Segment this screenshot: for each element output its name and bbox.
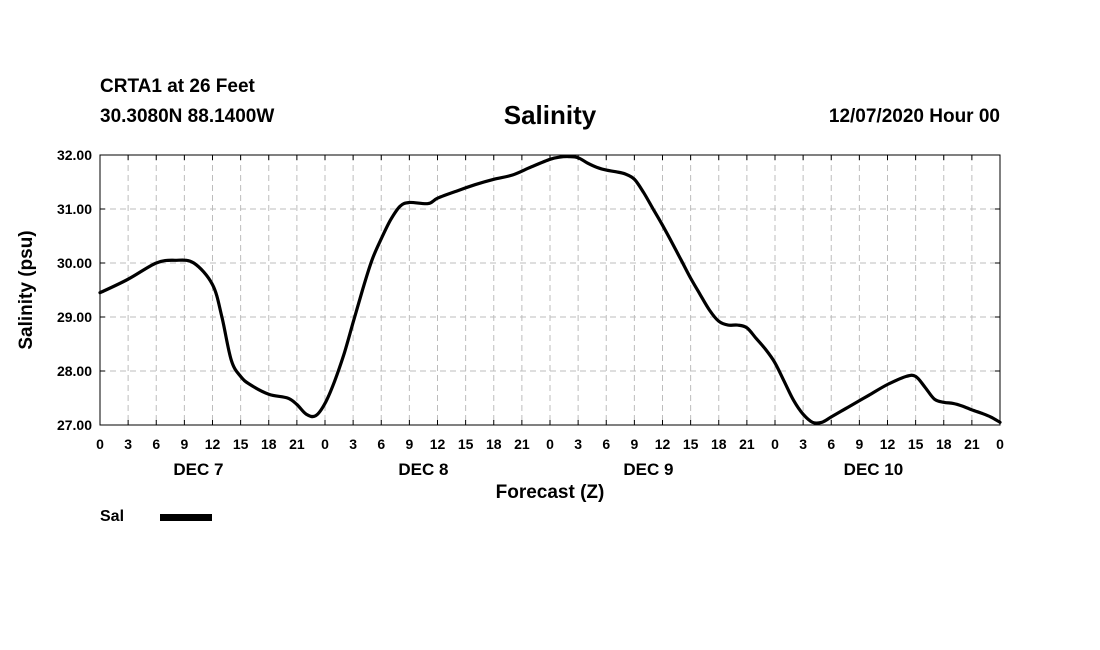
station-label: CRTA1 at 26 Feet bbox=[100, 76, 255, 97]
day-label: DEC 10 bbox=[844, 460, 904, 479]
legend: Sal bbox=[100, 508, 212, 526]
y-tick-label: 30.00 bbox=[57, 255, 92, 271]
y-tick-label: 27.00 bbox=[57, 417, 92, 433]
x-tick-label: 3 bbox=[349, 436, 357, 452]
day-label: DEC 8 bbox=[398, 460, 448, 479]
plot-frame bbox=[99, 154, 1001, 426]
x-tick-label: 0 bbox=[996, 436, 1004, 452]
x-tick-label: 0 bbox=[96, 436, 104, 452]
x-tick-label: 9 bbox=[180, 436, 188, 452]
day-label: DEC 9 bbox=[623, 460, 673, 479]
x-tick-label: 6 bbox=[827, 436, 835, 452]
forecast-run-time: 12/07/2020 Hour 00 bbox=[828, 106, 1000, 127]
x-tick-label: 18 bbox=[261, 436, 277, 452]
x-axis-label: Forecast (Z) bbox=[495, 482, 605, 503]
x-tick-label: 6 bbox=[602, 436, 610, 452]
chart-title: Salinity bbox=[503, 100, 597, 130]
y-axis-label: Salinity (psu) bbox=[16, 230, 37, 350]
day-label: DEC 7 bbox=[173, 460, 223, 479]
x-tick-label: 9 bbox=[405, 436, 413, 452]
x-tick-label: 9 bbox=[630, 436, 638, 452]
x-tick-label: 21 bbox=[739, 436, 755, 452]
x-tick-label: 6 bbox=[152, 436, 160, 452]
x-tick-label: 21 bbox=[964, 436, 980, 452]
y-tick-label: 32.00 bbox=[57, 147, 92, 163]
x-tick-label: 18 bbox=[486, 436, 502, 452]
x-tick-label: 6 bbox=[377, 436, 385, 452]
x-tick-label: 15 bbox=[683, 436, 699, 452]
x-tick-label: 0 bbox=[546, 436, 554, 452]
x-tick-label: 15 bbox=[908, 436, 924, 452]
x-tick-label: 18 bbox=[711, 436, 727, 452]
x-tick-label: 15 bbox=[233, 436, 249, 452]
x-tick-label: 0 bbox=[771, 436, 779, 452]
y-tick-label: 31.00 bbox=[57, 201, 92, 217]
x-tick-label: 9 bbox=[855, 436, 863, 452]
x-tick-label: 0 bbox=[321, 436, 329, 452]
x-tick-label: 12 bbox=[430, 436, 446, 452]
x-tick-label: 21 bbox=[514, 436, 530, 452]
x-tick-label: 12 bbox=[655, 436, 671, 452]
x-tick-label: 3 bbox=[574, 436, 582, 452]
x-tick-label: 12 bbox=[880, 436, 896, 452]
x-tick-label: 3 bbox=[799, 436, 807, 452]
series-line-sal bbox=[98, 154, 1002, 425]
y-tick-label: 28.00 bbox=[57, 363, 92, 379]
station-coordinates: 30.3080N 88.1400W bbox=[100, 106, 275, 127]
x-tick-label: 15 bbox=[458, 436, 474, 452]
legend-label: Sal bbox=[100, 508, 125, 525]
legend-swatch bbox=[160, 513, 212, 521]
x-tick-label: 18 bbox=[936, 436, 952, 452]
y-tick-label: 29.00 bbox=[57, 309, 92, 325]
x-tick-label: 21 bbox=[289, 436, 305, 452]
x-tick-label: 3 bbox=[124, 436, 132, 452]
x-tick-label: 12 bbox=[205, 436, 221, 452]
